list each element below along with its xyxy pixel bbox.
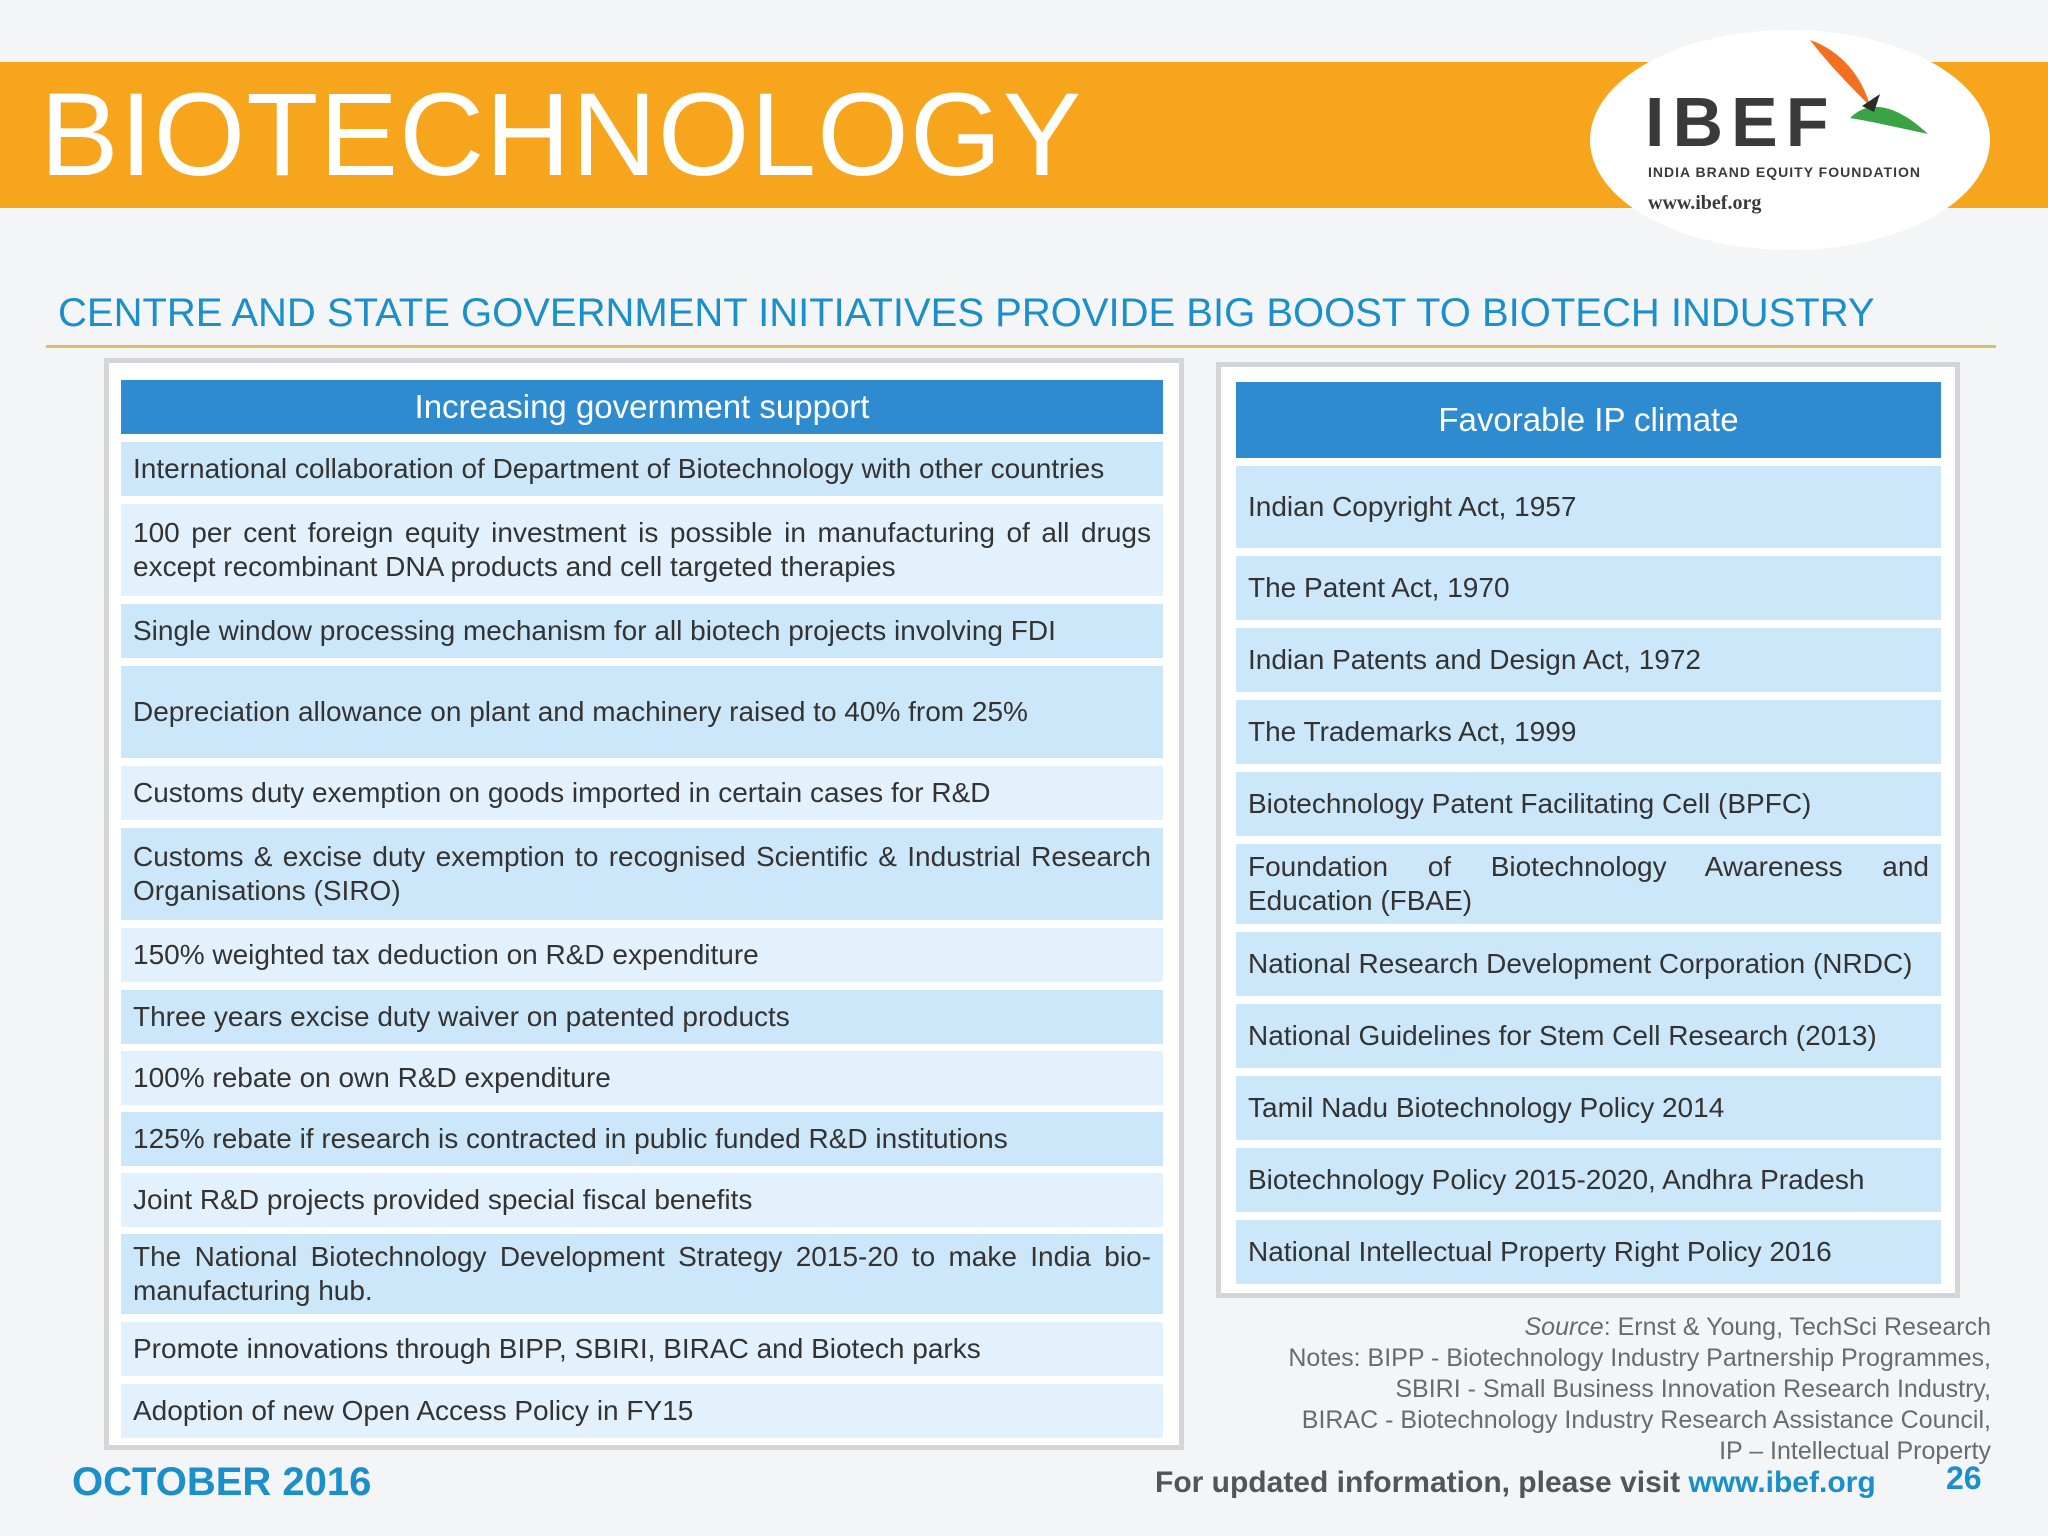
page-title: BIOTECHNOLOGY [40,69,1083,201]
source-label: Source [1524,1313,1604,1341]
list-item: Indian Patents and Design Act, 1972 [1236,628,1941,692]
logo-badge [1590,30,1990,250]
list-item: National Intellectual Property Right Pol… [1236,1220,1941,1284]
footer-visit-text: For updated information, please visit [1155,1466,1689,1499]
list-item: Adoption of new Open Access Policy in FY… [121,1384,1163,1438]
list-item: The Patent Act, 1970 [1236,556,1941,620]
list-item: Single window processing mechanism for a… [121,604,1163,658]
list-item: Foundation of Biotechnology Awareness an… [1236,844,1941,924]
list-item: 100% rebate on own R&D expenditure [121,1051,1163,1105]
list-item: 150% weighted tax deduction on R&D expen… [121,928,1163,982]
bird-icon [1810,40,1928,134]
source-text: : Ernst & Young, TechSci Research [1603,1313,1991,1341]
list-item: 100 per cent foreign equity investment i… [121,504,1163,596]
note-line: SBIRI - Small Business Innovation Resear… [1395,1375,1991,1403]
list-item: 125% rebate if research is contracted in… [121,1112,1163,1166]
list-item: Customs & excise duty exemption to recog… [121,828,1163,920]
ip-climate-heading: Favorable IP climate [1236,382,1941,458]
list-item: Joint R&D projects provided special fisc… [121,1173,1163,1227]
section-subtitle: CENTRE AND STATE GOVERNMENT INITIATIVES … [58,291,1875,335]
list-item: National Research Development Corporatio… [1236,932,1941,996]
footer-visit: For updated information, please visit ww… [1155,1466,1876,1500]
list-item: The National Biotechnology Development S… [121,1234,1163,1314]
list-item: Biotechnology Policy 2015-2020, Andhra P… [1236,1148,1941,1212]
list-item: Biotechnology Patent Facilitating Cell (… [1236,772,1941,836]
list-item: Depreciation allowance on plant and mach… [121,666,1163,758]
footer-link[interactable]: www.ibef.org [1688,1466,1876,1499]
list-item: Tamil Nadu Biotechnology Policy 2014 [1236,1076,1941,1140]
government-support-heading: Increasing government support [121,380,1163,434]
list-item: Three years excise duty waiver on patent… [121,990,1163,1044]
logo-wordmark: IBEF [1645,83,1837,161]
logo-tagline: INDIA BRAND EQUITY FOUNDATION [1648,164,1921,180]
list-item: Promote innovations through BIPP, SBIRI,… [121,1322,1163,1376]
list-item: Customs duty exemption on goods imported… [121,766,1163,820]
list-item: The Trademarks Act, 1999 [1236,700,1941,764]
source-notes: Source: Ernst & Young, TechSci Research … [1288,1312,1991,1467]
logo-url[interactable]: www.ibef.org [1648,192,1762,214]
page-number: 26 [1946,1460,1982,1496]
note-line: Notes: BIPP - Biotechnology Industry Par… [1288,1344,1991,1372]
list-item: Indian Copyright Act, 1957 [1236,466,1941,548]
list-item: National Guidelines for Stem Cell Resear… [1236,1004,1941,1068]
footer-date: OCTOBER 2016 [72,1460,372,1504]
source-line: Source: Ernst & Young, TechSci Research [1288,1312,1992,1343]
subtitle-divider [46,345,1996,348]
list-item: International collaboration of Departmen… [121,442,1163,496]
note-line: IP – Intellectual Property [1719,1437,1991,1465]
note-line: BIRAC - Biotechnology Industry Research … [1301,1406,1991,1434]
